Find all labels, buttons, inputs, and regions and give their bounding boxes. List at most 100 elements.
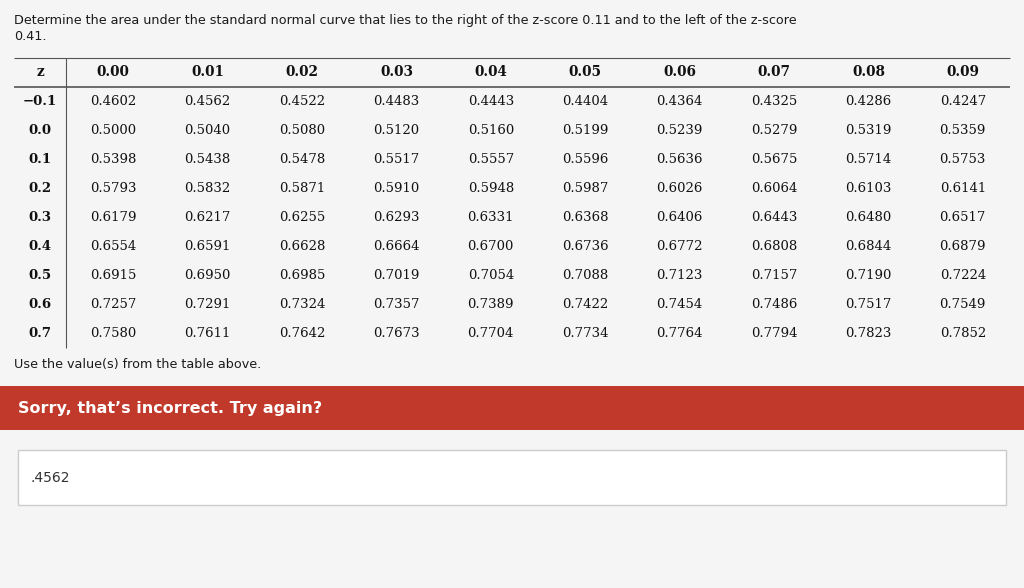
- Text: 0.6443: 0.6443: [751, 211, 798, 224]
- Text: .4562: .4562: [30, 470, 70, 485]
- Text: 0.7422: 0.7422: [562, 298, 608, 311]
- Text: 0.7357: 0.7357: [373, 298, 420, 311]
- Text: 0.7054: 0.7054: [468, 269, 514, 282]
- Text: 0.7324: 0.7324: [279, 298, 326, 311]
- Text: 0.2: 0.2: [29, 182, 51, 195]
- Text: 0.7823: 0.7823: [845, 327, 892, 340]
- Text: 0.01: 0.01: [191, 65, 224, 79]
- Text: 0.4247: 0.4247: [940, 95, 986, 108]
- Text: 0.6517: 0.6517: [940, 211, 986, 224]
- Text: 0.0: 0.0: [29, 124, 51, 137]
- Text: 0.5: 0.5: [29, 269, 51, 282]
- Text: 0.7123: 0.7123: [656, 269, 702, 282]
- Text: 0.6628: 0.6628: [279, 240, 326, 253]
- Text: 0.5596: 0.5596: [562, 153, 608, 166]
- Text: 0.5000: 0.5000: [90, 124, 136, 137]
- Text: 0.7019: 0.7019: [373, 269, 420, 282]
- Text: 0.6985: 0.6985: [279, 269, 326, 282]
- Text: 0.7673: 0.7673: [373, 327, 420, 340]
- Text: 0.4364: 0.4364: [656, 95, 702, 108]
- Text: 0.5517: 0.5517: [374, 153, 420, 166]
- Text: 0.6026: 0.6026: [656, 182, 702, 195]
- Text: 0.5319: 0.5319: [845, 124, 892, 137]
- Text: 0.4325: 0.4325: [751, 95, 797, 108]
- Text: 0.6736: 0.6736: [562, 240, 608, 253]
- Text: 0.5832: 0.5832: [184, 182, 230, 195]
- Text: 0.5199: 0.5199: [562, 124, 608, 137]
- Text: 0.5675: 0.5675: [751, 153, 798, 166]
- Text: 0.5279: 0.5279: [751, 124, 798, 137]
- Text: 0.5910: 0.5910: [374, 182, 420, 195]
- Text: 0.5398: 0.5398: [90, 153, 136, 166]
- Text: 0.5753: 0.5753: [940, 153, 986, 166]
- Text: 0.7157: 0.7157: [751, 269, 798, 282]
- Text: 0.41.: 0.41.: [14, 30, 46, 43]
- Bar: [0, 386, 1024, 430]
- Text: 0.7486: 0.7486: [751, 298, 798, 311]
- Text: 0.6879: 0.6879: [940, 240, 986, 253]
- Text: 0.5636: 0.5636: [656, 153, 702, 166]
- Text: 0.6141: 0.6141: [940, 182, 986, 195]
- Text: 0.6255: 0.6255: [279, 211, 326, 224]
- Text: 0.7190: 0.7190: [845, 269, 892, 282]
- Text: 0.7088: 0.7088: [562, 269, 608, 282]
- Text: 0.5987: 0.5987: [562, 182, 608, 195]
- Text: 0.7389: 0.7389: [468, 298, 514, 311]
- Text: 0.5478: 0.5478: [279, 153, 326, 166]
- Text: 0.09: 0.09: [946, 65, 979, 79]
- Text: 0.6772: 0.6772: [656, 240, 702, 253]
- Text: 0.7454: 0.7454: [656, 298, 702, 311]
- Text: Determine the area under the standard normal curve that lies to the right of the: Determine the area under the standard no…: [14, 14, 797, 27]
- Text: 0.6844: 0.6844: [845, 240, 892, 253]
- Text: 0.7611: 0.7611: [184, 327, 230, 340]
- Text: 0.6700: 0.6700: [468, 240, 514, 253]
- Text: 0.7549: 0.7549: [940, 298, 986, 311]
- Text: 0.6950: 0.6950: [184, 269, 230, 282]
- Text: 0.6217: 0.6217: [184, 211, 230, 224]
- Text: 0.4522: 0.4522: [279, 95, 325, 108]
- Text: 0.1: 0.1: [29, 153, 51, 166]
- Text: 0.6: 0.6: [29, 298, 51, 311]
- Text: 0.5040: 0.5040: [184, 124, 230, 137]
- Text: 0.02: 0.02: [286, 65, 318, 79]
- Text: 0.5557: 0.5557: [468, 153, 514, 166]
- Text: 0.5160: 0.5160: [468, 124, 514, 137]
- Text: 0.05: 0.05: [568, 65, 602, 79]
- Text: 0.5948: 0.5948: [468, 182, 514, 195]
- Text: 0.5714: 0.5714: [845, 153, 892, 166]
- Text: 0.08: 0.08: [852, 65, 885, 79]
- Text: 0.4443: 0.4443: [468, 95, 514, 108]
- Text: 0.7257: 0.7257: [90, 298, 136, 311]
- Text: 0.6915: 0.6915: [90, 269, 136, 282]
- Text: z: z: [36, 65, 44, 79]
- Text: 0.04: 0.04: [474, 65, 507, 79]
- Text: 0.6179: 0.6179: [90, 211, 136, 224]
- Text: 0.7: 0.7: [29, 327, 51, 340]
- Text: 0.7580: 0.7580: [90, 327, 136, 340]
- Text: 0.03: 0.03: [380, 65, 413, 79]
- Text: 0.5359: 0.5359: [940, 124, 986, 137]
- Text: 0.4483: 0.4483: [374, 95, 420, 108]
- Text: 0.6331: 0.6331: [468, 211, 514, 224]
- Text: 0.7734: 0.7734: [562, 327, 608, 340]
- Text: 0.6368: 0.6368: [562, 211, 608, 224]
- Text: 0.7704: 0.7704: [468, 327, 514, 340]
- Text: 0.6554: 0.6554: [90, 240, 136, 253]
- Text: 0.5239: 0.5239: [656, 124, 702, 137]
- Text: 0.7794: 0.7794: [751, 327, 798, 340]
- Text: 0.5080: 0.5080: [279, 124, 325, 137]
- Text: Use the value(s) from the table above.: Use the value(s) from the table above.: [14, 358, 261, 371]
- Text: 0.6808: 0.6808: [751, 240, 797, 253]
- Text: 0.4286: 0.4286: [845, 95, 892, 108]
- Text: 0.6064: 0.6064: [751, 182, 798, 195]
- Text: 0.4562: 0.4562: [184, 95, 230, 108]
- Text: 0.7224: 0.7224: [940, 269, 986, 282]
- Text: 0.7764: 0.7764: [656, 327, 702, 340]
- Text: 0.06: 0.06: [664, 65, 696, 79]
- Text: 0.00: 0.00: [96, 65, 130, 79]
- FancyBboxPatch shape: [18, 450, 1006, 505]
- Text: 0.6591: 0.6591: [184, 240, 230, 253]
- Text: 0.6664: 0.6664: [373, 240, 420, 253]
- Text: 0.5793: 0.5793: [90, 182, 136, 195]
- Text: 0.7517: 0.7517: [845, 298, 892, 311]
